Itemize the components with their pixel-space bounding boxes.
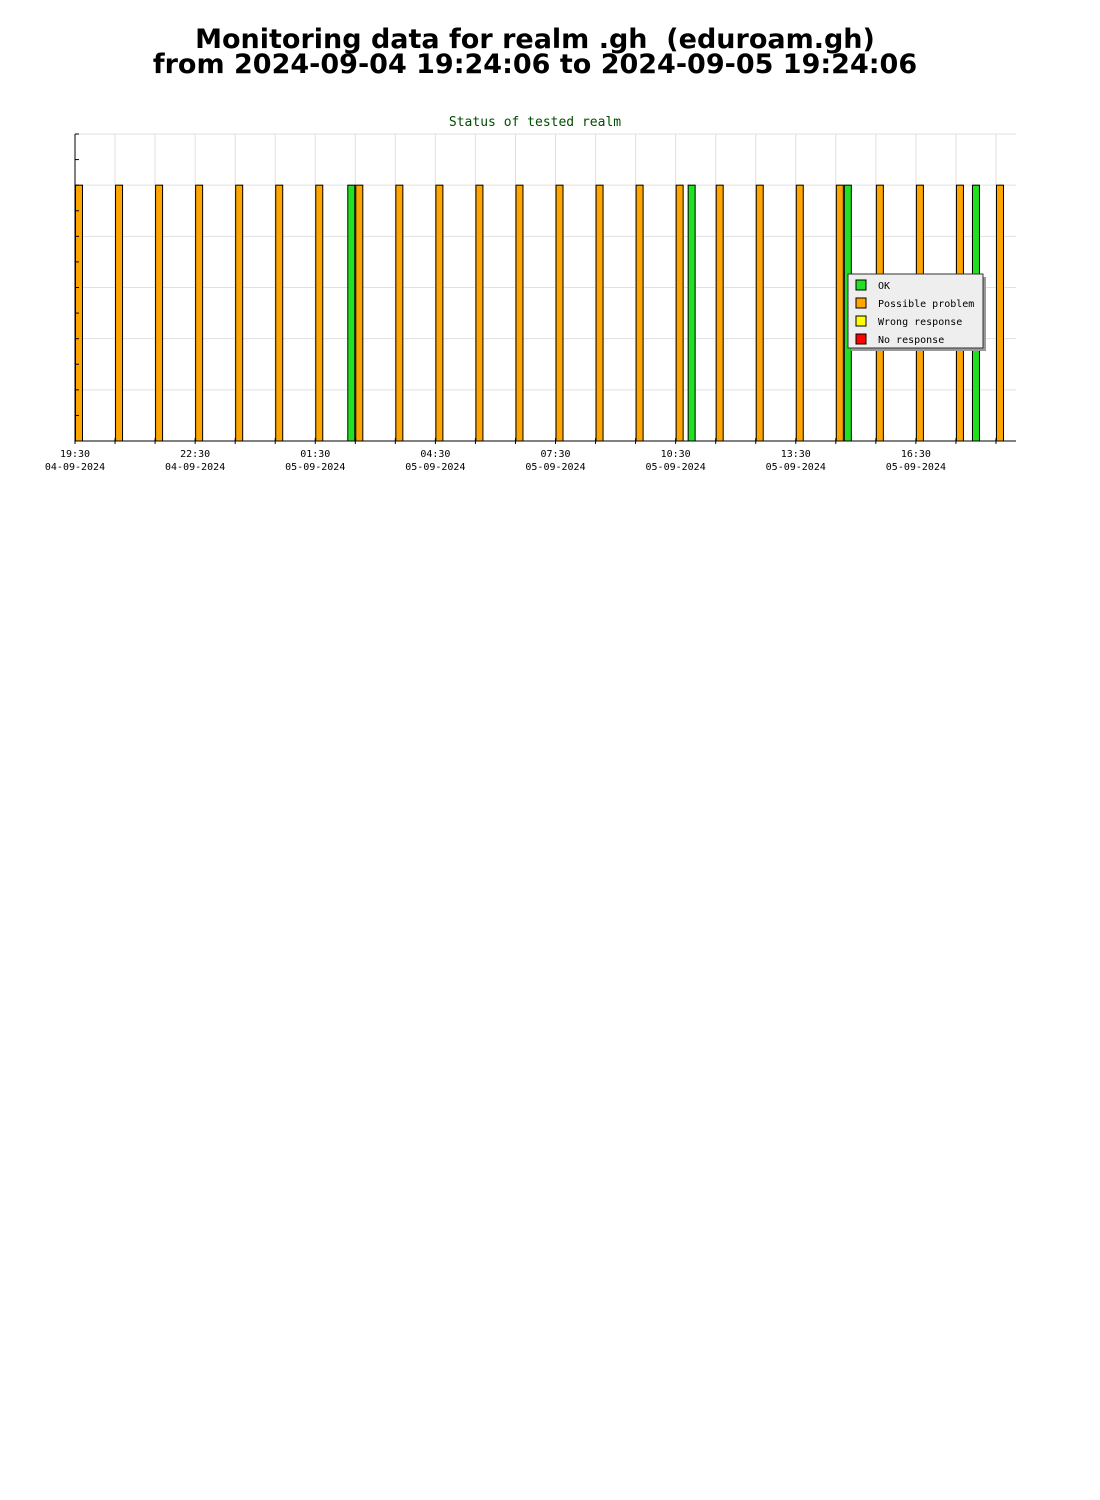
x-tick-label-time: 01:30 bbox=[300, 449, 330, 460]
bar-possible-problem bbox=[315, 184, 324, 442]
x-tick-label-date: 05-09-2024 bbox=[766, 462, 826, 473]
x-tick-label-time: 22:30 bbox=[180, 449, 210, 460]
status-chart: Status of tested realm 19:30 04-09-2024 22… bbox=[45, 115, 1016, 473]
bar-possible-problem bbox=[395, 184, 404, 442]
x-tick-label-date: 05-09-2024 bbox=[285, 462, 345, 473]
legend-label: OK bbox=[878, 281, 890, 292]
bar-possible-problem bbox=[275, 184, 284, 442]
bar-possible-problem bbox=[995, 184, 1004, 442]
legend-swatch bbox=[855, 279, 867, 291]
x-tick-label-time: 10:30 bbox=[661, 449, 691, 460]
bar-possible-problem bbox=[595, 184, 604, 442]
legend-box bbox=[847, 273, 984, 349]
bar-possible-problem bbox=[235, 184, 244, 442]
bar-possible-problem bbox=[155, 184, 164, 442]
legend-label: Wrong response bbox=[878, 317, 962, 328]
legend-swatch bbox=[855, 315, 867, 327]
legend-swatch bbox=[855, 297, 867, 309]
x-tick-label-date: 04-09-2024 bbox=[45, 462, 105, 473]
x-tick-label-time: 07:30 bbox=[540, 449, 570, 460]
x-tick-label-date: 05-09-2024 bbox=[405, 462, 465, 473]
x-tick-label-time: 19:30 bbox=[60, 449, 90, 460]
page-title-line1: Monitoring data for realm .gh (eduroam.g… bbox=[195, 24, 875, 55]
x-tick-label-time: 16:30 bbox=[901, 449, 931, 460]
bar-possible-problem bbox=[715, 184, 724, 442]
bar-possible-problem bbox=[435, 184, 444, 442]
legend-label: Possible problem bbox=[878, 299, 974, 310]
bar-possible-problem bbox=[675, 184, 684, 442]
bar-possible-problem bbox=[795, 184, 804, 442]
page-title-line2: from 2024-09-04 19:24:06 to 2024-09-05 1… bbox=[152, 49, 918, 80]
legend-label: No response bbox=[878, 335, 944, 346]
bar-possible-problem bbox=[835, 184, 844, 442]
x-tick-label-date: 04-09-2024 bbox=[165, 462, 225, 473]
x-tick-label-time: 13:30 bbox=[781, 449, 811, 460]
bar-possible-problem bbox=[755, 184, 764, 442]
bar-possible-problem bbox=[515, 184, 524, 442]
bar-possible-problem bbox=[115, 184, 124, 442]
x-tick-label-date: 05-09-2024 bbox=[525, 462, 585, 473]
x-axis-ticks: 19:30 04-09-2024 22:30 04-09-2024 01:30 05-09… bbox=[45, 438, 997, 473]
bar-possible-problem bbox=[635, 184, 644, 442]
bar-possible-problem bbox=[195, 184, 204, 442]
bar-possible-problem bbox=[475, 184, 484, 442]
chart-title: Status of tested realm bbox=[449, 115, 621, 130]
chart-axes bbox=[74, 133, 1016, 442]
legend-swatch bbox=[855, 333, 867, 345]
x-tick-label-date: 05-09-2024 bbox=[886, 462, 946, 473]
x-tick-label-date: 05-09-2024 bbox=[646, 462, 706, 473]
bar-possible-problem bbox=[355, 184, 364, 442]
bar-ok bbox=[347, 184, 356, 442]
legend: OK Possible problem Wrong response No respo… bbox=[847, 273, 986, 351]
chart-grid bbox=[75, 133, 1016, 441]
x-tick-label-time: 04:30 bbox=[420, 449, 450, 460]
bar-ok bbox=[687, 184, 696, 442]
bar-possible-problem bbox=[555, 184, 564, 442]
